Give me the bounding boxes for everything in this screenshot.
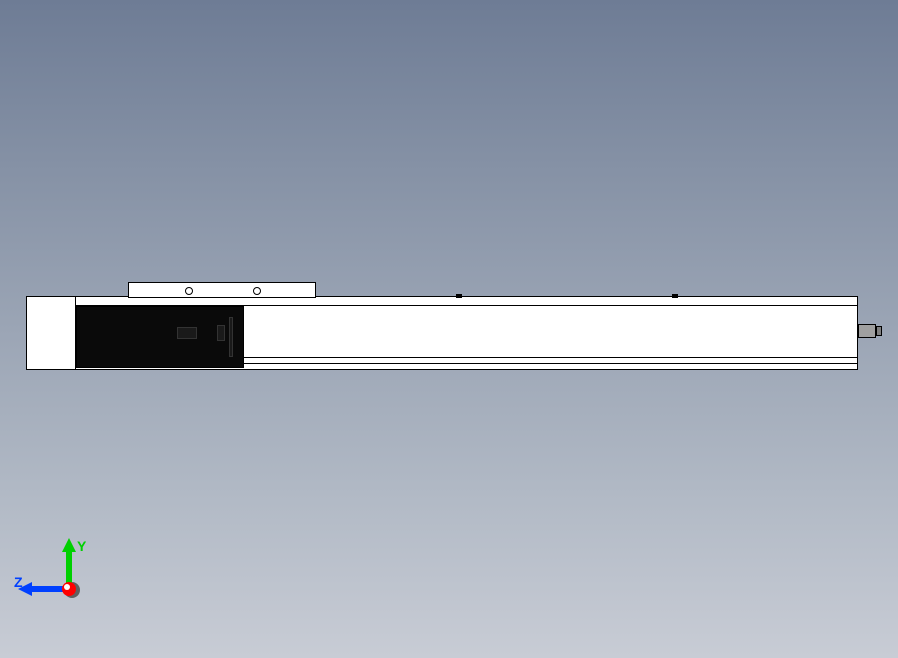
motor-detail-slot — [217, 325, 225, 341]
right-connector-tip — [876, 326, 882, 336]
carriage-mount-hole-1 — [185, 287, 193, 295]
axis-y-arrow — [62, 538, 76, 552]
right-connector[interactable] — [858, 324, 876, 338]
carriage-mount-hole-2 — [253, 287, 261, 295]
axis-label-y: Y — [77, 538, 86, 554]
motor-detail-port — [177, 327, 197, 339]
cad-viewport[interactable]: Y Z — [0, 0, 898, 658]
triad-origin-highlight — [64, 584, 70, 590]
motor-detail-seam — [229, 317, 233, 357]
body-top-mark-1 — [456, 294, 462, 298]
carriage-slide[interactable] — [128, 282, 316, 298]
axis-z-arrow — [18, 582, 32, 596]
axis-z-shaft — [28, 586, 66, 592]
left-end-cap[interactable] — [26, 296, 76, 370]
axis-y-shaft — [66, 546, 72, 586]
motor-housing[interactable] — [76, 306, 244, 368]
coordinate-triad[interactable]: Y Z — [22, 538, 82, 598]
body-top-mark-2 — [672, 294, 678, 298]
